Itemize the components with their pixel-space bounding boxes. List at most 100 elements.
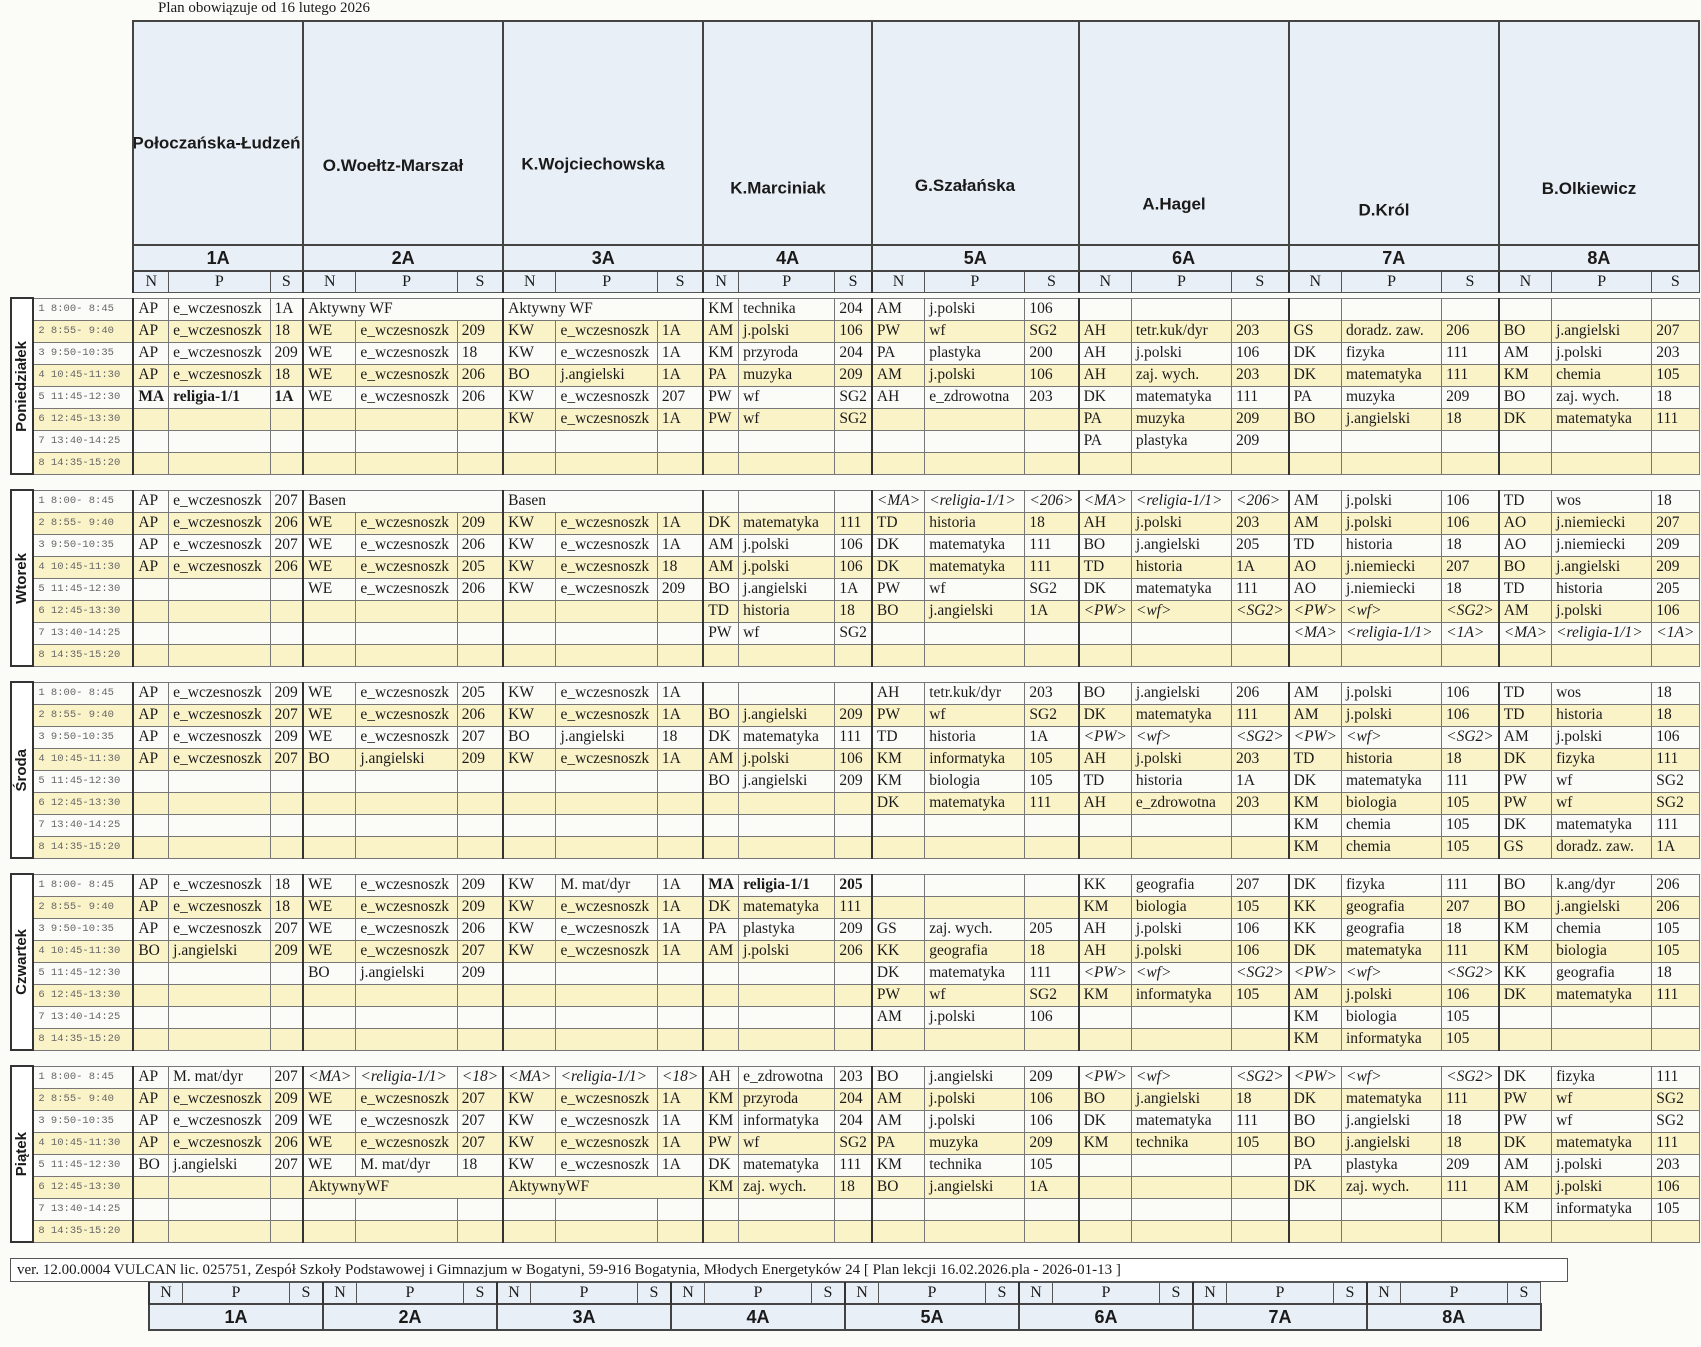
subject-cell[interactable]: plastyka: [1130, 429, 1233, 453]
teacher-code-cell[interactable]: <PW>: [1287, 599, 1342, 623]
room-cell[interactable]: 209: [834, 917, 873, 941]
subject-cell[interactable]: <wf>: [1130, 725, 1233, 749]
teacher-code-cell[interactable]: KW: [502, 407, 557, 431]
subject-cell[interactable]: historia: [1551, 577, 1653, 601]
teacher-code-cell[interactable]: AH: [1077, 363, 1132, 387]
room-cell[interactable]: 106: [834, 319, 873, 343]
room-cell[interactable]: 203: [1024, 681, 1080, 705]
teacher-code-cell[interactable]: BO: [302, 747, 357, 771]
teacher-code-cell[interactable]: KM: [1497, 1197, 1553, 1221]
subject-cell[interactable]: e_wczesnoszk: [555, 533, 658, 557]
teacher-code-cell[interactable]: AO: [1287, 555, 1342, 579]
room-cell[interactable]: 106: [1651, 599, 1700, 623]
room-cell[interactable]: 206: [1441, 319, 1500, 343]
room-cell[interactable]: 18: [1651, 703, 1700, 727]
teacher-code-cell[interactable]: AM: [1497, 1175, 1553, 1199]
subject-cell[interactable]: <religia-1/1>: [1130, 489, 1233, 513]
room-cell[interactable]: 18: [1441, 407, 1500, 431]
room-cell[interactable]: <SG2>: [1231, 1065, 1290, 1089]
subject-cell[interactable]: j.polski: [1340, 489, 1443, 513]
subject-cell[interactable]: matematyka: [1130, 385, 1233, 409]
subject-cell[interactable]: e_wczesnoszk: [355, 725, 458, 749]
room-cell[interactable]: 203: [834, 1065, 873, 1089]
subject-cell[interactable]: j.angielski: [1551, 895, 1653, 919]
teacher-code-cell[interactable]: AP: [132, 725, 170, 749]
subject-cell[interactable]: wf: [924, 983, 1026, 1007]
subject-cell[interactable]: e_wczesnoszk: [355, 895, 458, 919]
room-cell[interactable]: 111: [1231, 385, 1290, 409]
teacher-code-cell[interactable]: BO: [502, 725, 557, 749]
teacher-code-cell[interactable]: AH: [1077, 511, 1132, 535]
teacher-code-cell[interactable]: AP: [132, 917, 170, 941]
teacher-code-cell[interactable]: KK: [870, 939, 926, 963]
subject-cell[interactable]: informatyka: [738, 1109, 836, 1133]
subject-cell[interactable]: muzyka: [1340, 385, 1443, 409]
subject-cell[interactable]: e_wczesnoszk: [168, 555, 271, 579]
room-cell[interactable]: 105: [1441, 835, 1500, 859]
teacher-code-cell[interactable]: AP: [132, 555, 170, 579]
teacher-code-cell[interactable]: PW: [1497, 1087, 1553, 1111]
room-cell[interactable]: 18: [1651, 681, 1700, 705]
teacher-code-cell[interactable]: AH: [870, 385, 926, 409]
room-cell[interactable]: 1A: [1024, 725, 1080, 749]
room-cell[interactable]: 111: [1441, 769, 1500, 793]
teacher-code-cell[interactable]: KM: [702, 341, 740, 365]
teacher-code-cell[interactable]: BO: [1077, 533, 1132, 557]
subject-cell[interactable]: wf: [738, 621, 836, 645]
teacher-code-cell[interactable]: DK: [1077, 385, 1132, 409]
teacher-code-cell[interactable]: KM: [1497, 917, 1553, 941]
room-cell[interactable]: 18: [269, 319, 304, 343]
room-cell[interactable]: 206: [834, 939, 873, 963]
teacher-code-cell[interactable]: AH: [702, 1065, 740, 1089]
subject-cell[interactable]: M. mat/dyr: [555, 873, 658, 897]
teacher-code-cell[interactable]: KM: [1497, 363, 1553, 387]
teacher-code-cell[interactable]: KM: [870, 1153, 926, 1177]
subject-cell[interactable]: matematyka: [1130, 577, 1233, 601]
room-cell[interactable]: 111: [1651, 1065, 1700, 1089]
room-cell[interactable]: 18: [1651, 385, 1700, 409]
subject-cell[interactable]: matematyka: [1130, 703, 1233, 727]
room-cell[interactable]: 207: [456, 1109, 504, 1133]
teacher-code-cell[interactable]: DK: [1287, 363, 1342, 387]
subject-cell[interactable]: e_wczesnoszk: [555, 341, 658, 365]
teacher-code-cell[interactable]: TD: [1497, 703, 1553, 727]
teacher-code-cell[interactable]: PA: [1077, 429, 1132, 453]
subject-cell[interactable]: wf: [1551, 1109, 1653, 1133]
subject-cell[interactable]: matematyka: [1551, 813, 1653, 837]
subject-cell[interactable]: j.polski: [1551, 599, 1653, 623]
room-cell[interactable]: 111: [1441, 873, 1500, 897]
room-cell[interactable]: <SG2>: [1231, 961, 1290, 985]
teacher-code-cell[interactable]: DK: [702, 895, 740, 919]
teacher-code-cell[interactable]: BO: [1497, 385, 1553, 409]
teacher-code-cell[interactable]: BO: [1287, 1131, 1342, 1155]
subject-cell[interactable]: wos: [1551, 489, 1653, 513]
subject-cell[interactable]: j.angielski: [555, 725, 658, 749]
teacher-code-cell[interactable]: KM: [1287, 1027, 1342, 1051]
subject-cell[interactable]: <wf>: [1340, 961, 1443, 985]
room-cell[interactable]: 209: [656, 577, 704, 601]
room-cell[interactable]: 111: [1231, 1109, 1290, 1133]
subject-cell[interactable]: matematyka: [924, 555, 1026, 579]
room-cell[interactable]: 207: [269, 1153, 304, 1177]
subject-cell[interactable]: j.niemiecki: [1551, 533, 1653, 557]
room-cell[interactable]: 18: [456, 341, 504, 365]
subject-cell[interactable]: historia: [924, 511, 1026, 535]
subject-cell[interactable]: tetr.kuk/dyr: [1130, 319, 1233, 343]
subject-cell[interactable]: j.polski: [1551, 1153, 1653, 1177]
subject-cell[interactable]: j.angielski: [1130, 533, 1233, 557]
teacher-code-cell[interactable]: AP: [132, 341, 170, 365]
teacher-code-cell[interactable]: KM: [702, 1175, 740, 1199]
teacher-code-cell[interactable]: DK: [702, 725, 740, 749]
subject-cell[interactable]: j.polski: [738, 747, 836, 771]
teacher-code-cell[interactable]: MA: [702, 873, 740, 897]
teacher-code-cell[interactable]: BO: [1497, 873, 1553, 897]
room-cell[interactable]: <SG2>: [1441, 599, 1500, 623]
teacher-code-cell[interactable]: BO: [132, 1153, 170, 1177]
room-cell[interactable]: 106: [1651, 725, 1700, 749]
teacher-code-cell[interactable]: BO: [302, 961, 357, 985]
room-cell[interactable]: 18: [834, 1175, 873, 1199]
subject-cell[interactable]: historia: [1130, 555, 1233, 579]
teacher-code-cell[interactable]: WE: [302, 939, 357, 963]
teacher-code-cell[interactable]: DK: [1287, 1175, 1342, 1199]
teacher-code-cell[interactable]: GS: [870, 917, 926, 941]
